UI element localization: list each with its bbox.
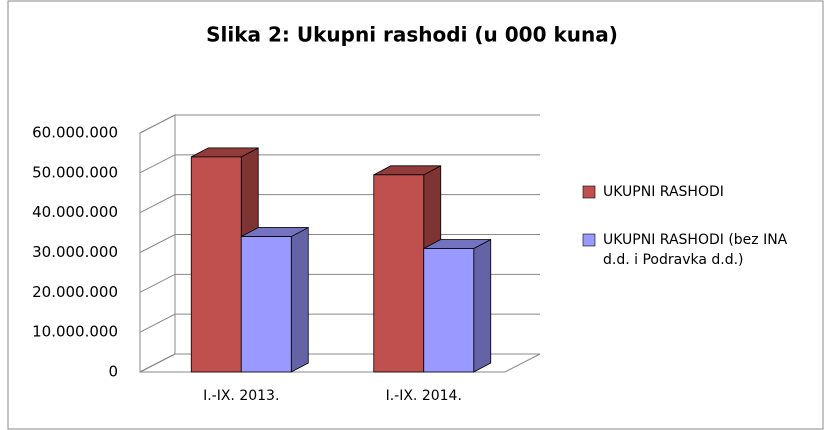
bar-front (190, 156, 242, 373)
legend-label: UKUPNI RASHODI (603, 184, 724, 200)
x-tick-label: I.-IX. 2014. (386, 388, 462, 404)
grid-line (139, 114, 540, 134)
grid-line (139, 154, 540, 174)
bar-side (473, 238, 492, 373)
x-tick-label: I.-IX. 2013. (203, 388, 279, 404)
legend-label: UKUPNI RASHODI (bez INA d.d. i Podravka d… (603, 232, 788, 268)
bar-side (290, 226, 309, 373)
bar-front (240, 236, 292, 373)
y-tick-label: 30.000.000 (32, 243, 118, 261)
legend-swatch (582, 233, 596, 247)
y-tick-label: 10.000.000 (32, 323, 118, 341)
bar-front (423, 248, 475, 373)
bar-front (373, 174, 425, 373)
y-tick-label: 40.000.000 (32, 203, 118, 221)
bar (423, 238, 492, 373)
y-tick-label: 20.000.000 (32, 283, 118, 301)
bar (240, 226, 309, 373)
chart-title: Slika 2: Ukupni rashodi (u 000 kuna) (206, 23, 618, 47)
y-tick-label: 60.000.000 (32, 124, 118, 142)
legend-swatch (582, 185, 596, 199)
y-tick-label: 0 (108, 363, 118, 381)
y-tick-label: 50.000.000 (32, 163, 118, 181)
